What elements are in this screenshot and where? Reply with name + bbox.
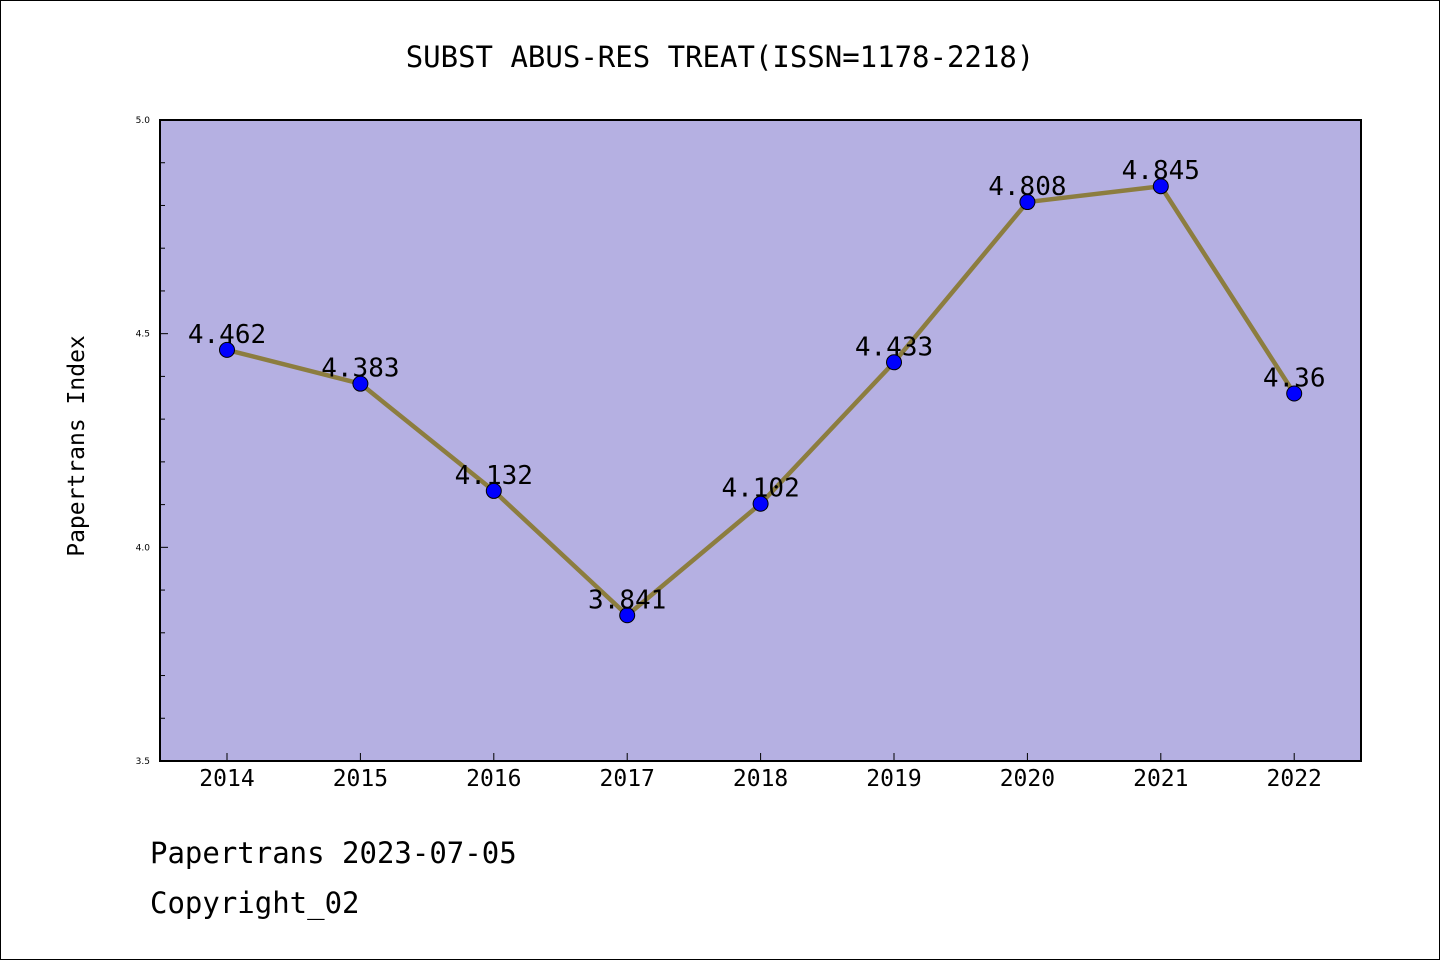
x-tick-label: 2016 <box>466 766 521 792</box>
y-axis: 3.5 4.0 4.5 5.0 <box>136 116 168 767</box>
x-axis: 2014 2015 2016 2017 2018 2019 2020 2021 2022 <box>199 753 1322 792</box>
series-group: 4.462 4.383 4.132 3.841 4.102 4.433 4.808 4.845… <box>188 156 1326 624</box>
data-point-marker <box>1019 194 1036 211</box>
x-tick-label: 2019 <box>866 766 921 792</box>
data-point-marker <box>1286 385 1303 402</box>
data-label: 4.102 <box>721 474 799 504</box>
data-label: 4.383 <box>321 354 399 384</box>
chart-title: SUBST ABUS-RES TREAT(ISSN=1178-2218) <box>406 40 1035 74</box>
data-label: 3.841 <box>588 585 666 615</box>
x-tick-label: 2022 <box>1267 766 1322 792</box>
x-tick-label: 2021 <box>1133 766 1188 792</box>
y-tick-label: 5.0 <box>136 116 151 126</box>
y-axis-label: Papertrans Index <box>64 335 90 557</box>
data-label: 4.462 <box>188 320 266 350</box>
y-tick-label: 4.5 <box>136 330 150 340</box>
x-tick-label: 2020 <box>1000 766 1055 792</box>
data-label: 4.433 <box>855 332 933 362</box>
x-tick-label: 2014 <box>199 766 254 792</box>
y-tick-label: 3.5 <box>136 757 150 767</box>
x-tick-label: 2015 <box>333 766 388 792</box>
data-label: 4.36 <box>1263 363 1326 393</box>
data-point-marker <box>219 341 235 358</box>
x-tick-label: 2018 <box>733 766 788 792</box>
data-label: 4.808 <box>988 172 1066 202</box>
data-point-marker <box>886 354 902 371</box>
data-label: 4.845 <box>1122 156 1200 186</box>
data-point-marker <box>352 375 369 392</box>
footer-date-text: Papertrans 2023-07-05 <box>150 836 517 870</box>
data-point-marker <box>619 607 636 624</box>
data-point-marker <box>1152 178 1169 195</box>
data-label: 4.132 <box>455 461 533 491</box>
data-point-marker <box>485 482 502 499</box>
footer-copyright-text: Copyright_02 <box>150 886 360 920</box>
data-point-marker <box>752 495 769 512</box>
y-tick-label: 4.0 <box>136 543 151 553</box>
x-tick-label: 2017 <box>600 766 655 792</box>
plot-area <box>159 119 1362 762</box>
